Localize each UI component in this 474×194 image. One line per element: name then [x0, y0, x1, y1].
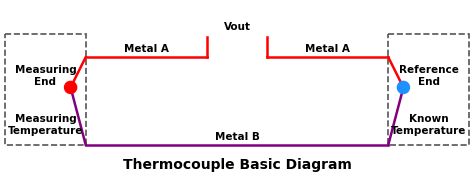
Circle shape: [397, 81, 410, 94]
Bar: [388, 34, 469, 145]
Circle shape: [64, 81, 77, 94]
Text: Known
Temperature: Known Temperature: [391, 114, 466, 136]
Text: Vout: Vout: [224, 22, 250, 32]
Text: Metal B: Metal B: [215, 132, 259, 142]
Text: Reference
End: Reference End: [399, 65, 458, 87]
Text: Measuring
Temperature: Measuring Temperature: [8, 114, 83, 136]
Text: Measuring
End: Measuring End: [15, 65, 76, 87]
Text: Metal A: Metal A: [124, 44, 169, 54]
Text: Metal A: Metal A: [305, 44, 350, 54]
Bar: [5, 34, 86, 145]
Text: Thermocouple Basic Diagram: Thermocouple Basic Diagram: [123, 158, 351, 172]
